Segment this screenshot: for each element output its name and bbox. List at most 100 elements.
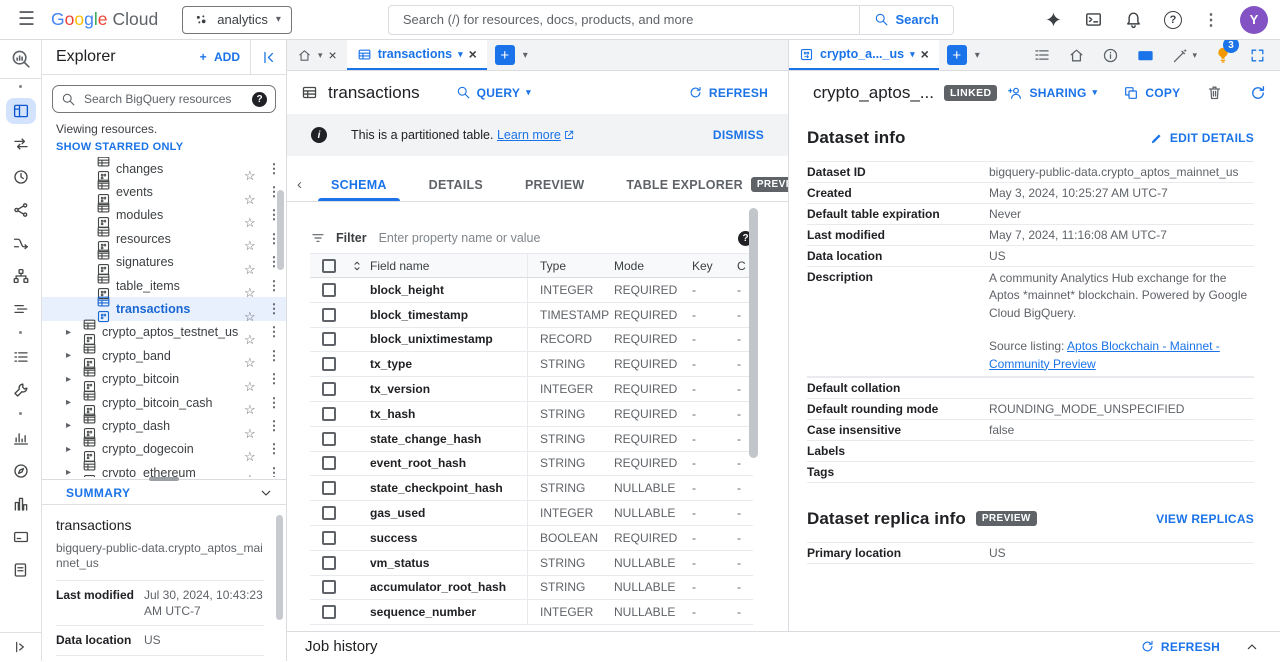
tree-item[interactable]: ▸ changes ☆ ⋮ [42,157,286,183]
gemini-sparkle-icon[interactable] [1044,10,1063,29]
hints-bulb-button[interactable]: 3 [1214,40,1239,64]
more-menu-icon[interactable]: ⋮ [267,324,281,340]
data-transfers-icon[interactable] [6,131,36,157]
notifications-bell-icon[interactable] [1124,10,1143,29]
view-tab[interactable]: DETAILS [408,168,504,201]
more-menu-icon[interactable]: ⋮ [267,464,281,477]
more-menu-icon[interactable]: ⋮ [267,371,281,387]
expand-arrow-icon[interactable]: ▸ [66,397,72,409]
schema-scrollbar[interactable] [749,208,758,458]
star-icon[interactable]: ☆ [244,331,256,347]
chevron-down-icon[interactable]: ▾ [910,48,915,59]
show-starred-only-button[interactable]: SHOW STARRED ONLY [56,141,184,153]
star-icon[interactable]: ☆ [244,457,266,477]
queries-nav-icon[interactable] [6,296,36,322]
star-icon[interactable]: ☆ [244,425,256,441]
chevron-down-icon[interactable] [258,485,274,501]
tab-menu-caret[interactable]: ▾ [522,49,528,61]
expand-arrow-icon[interactable]: ▸ [66,326,72,338]
row-checkbox[interactable] [322,506,336,521]
learn-more-link[interactable]: Learn more [496,128,561,142]
summary-scrollbar[interactable] [276,515,283,620]
table-row[interactable]: ▸ state_change_hash STRING REQUIRED - - [310,426,753,452]
row-checkbox[interactable] [322,580,336,595]
row-checkbox[interactable] [322,456,336,471]
table-row[interactable]: ▸ tx_version INTEGER REQUIRED - - [310,377,753,402]
row-checkbox[interactable] [322,382,336,397]
connections-card-icon[interactable] [6,524,36,550]
home-tab[interactable]: ▾ × [287,40,347,70]
chevron-down-icon[interactable]: ▾ [318,49,323,60]
row-checkbox[interactable] [322,530,336,545]
monitoring-chart-icon[interactable] [6,425,36,451]
tree-scrollbar[interactable] [277,190,284,270]
chevron-up-icon[interactable] [1244,639,1260,655]
star-icon[interactable]: ☆ [244,308,256,324]
filter-input[interactable] [376,230,728,246]
account-avatar[interactable]: Y [1240,5,1268,34]
column-header[interactable]: C [737,258,746,273]
table-row[interactable]: ▸ block_timestamp TIMESTAMP REQUIRED - - [310,302,753,328]
close-icon[interactable]: × [468,46,477,62]
star-icon[interactable]: ☆ [244,355,256,371]
bi-engine-icon[interactable] [6,491,36,517]
dismiss-button[interactable]: DISMISS [712,128,764,142]
global-search-input[interactable] [388,12,860,27]
new-tab-button[interactable]: + [946,45,967,65]
table-row[interactable]: ▸ accumulator_root_hash STRING NULLABLE … [310,575,753,601]
explorer-nav-icon[interactable] [5,97,36,124]
scroll-tabs-left-icon[interactable]: ‹ [297,176,302,193]
table-row[interactable]: ▸ gas_used INTEGER NULLABLE - - [310,501,753,526]
source-listing-link[interactable]: Aptos Blockchain - Mainnet - Community P… [989,339,1220,371]
outline-list-icon[interactable] [1033,46,1051,64]
migration-compass-icon[interactable] [6,458,36,484]
more-menu-icon[interactable]: ⋮ [267,301,281,317]
search-help-icon[interactable]: ? [252,91,267,107]
row-checkbox[interactable] [322,357,336,372]
help-icon[interactable]: ? [1164,10,1182,29]
table-row[interactable]: ▸ event_root_hash STRING REQUIRED - - [310,451,753,477]
table-row[interactable]: ▸ tx_type STRING REQUIRED - - [310,352,753,378]
query-button[interactable]: QUERY ▾ [456,85,531,100]
transactions-tab[interactable]: transactions ▾ × [346,40,487,70]
expand-arrow-icon[interactable]: ▸ [66,373,72,385]
pipelines-icon[interactable] [6,230,36,256]
project-picker[interactable]: analytics ▾ [182,5,292,34]
search-button[interactable]: Search [859,5,952,34]
tree-item[interactable]: ▸ crypto_dash ☆ ⋮ [42,414,286,441]
refresh-button[interactable]: REFRESH [688,85,768,100]
row-checkbox[interactable] [322,332,336,347]
dataset-tab[interactable]: crypto_a..._us ▾ × [789,40,939,70]
expand-arrow-icon[interactable]: ▸ [66,467,72,477]
table-row[interactable]: ▸ block_unixtimestamp RECORD REQUIRED - … [310,327,753,353]
more-menu-icon[interactable]: ⋮ [267,441,281,457]
new-tab-button[interactable]: + [494,45,515,65]
collapse-panel-icon[interactable] [250,40,286,74]
close-icon[interactable]: × [328,47,337,63]
analytics-hub-icon[interactable] [6,197,36,223]
cloud-shell-icon[interactable] [1084,10,1103,29]
summary-section-label[interactable]: SUMMARY [66,486,131,500]
scheduled-queries-icon[interactable] [6,164,36,190]
refresh-icon[interactable] [1249,84,1267,102]
star-icon[interactable]: ☆ [244,214,256,230]
home-icon[interactable] [1068,47,1085,64]
star-icon[interactable]: ☆ [244,448,256,464]
view-tab[interactable]: SCHEMA [310,168,408,201]
expand-arrow-icon[interactable]: ▸ [66,443,72,455]
chevron-down-icon[interactable]: ▾ [458,48,463,59]
job-list-icon[interactable] [6,344,36,370]
more-menu-icon[interactable]: ⋮ [267,277,281,293]
table-row[interactable]: ▸ state_checkpoint_hash STRING NULLABLE … [310,476,753,502]
table-row[interactable]: ▸ sequence_number INTEGER NULLABLE - - [310,600,753,626]
tab-menu-caret[interactable]: ▾ [974,49,980,61]
column-header[interactable]: Key [692,258,713,273]
star-icon[interactable]: ☆ [244,238,256,254]
row-checkbox[interactable] [322,555,336,570]
governance-icon[interactable] [6,263,36,289]
row-checkbox[interactable] [322,282,336,297]
row-checkbox[interactable] [322,307,336,322]
tree-item[interactable]: ▸ crypto_band ☆ ⋮ [42,344,286,370]
tree-item[interactable]: ▸ crypto_aptos_testnet_us ☆ ⋮ [42,321,286,347]
expand-arrow-icon[interactable]: ▸ [66,420,72,432]
